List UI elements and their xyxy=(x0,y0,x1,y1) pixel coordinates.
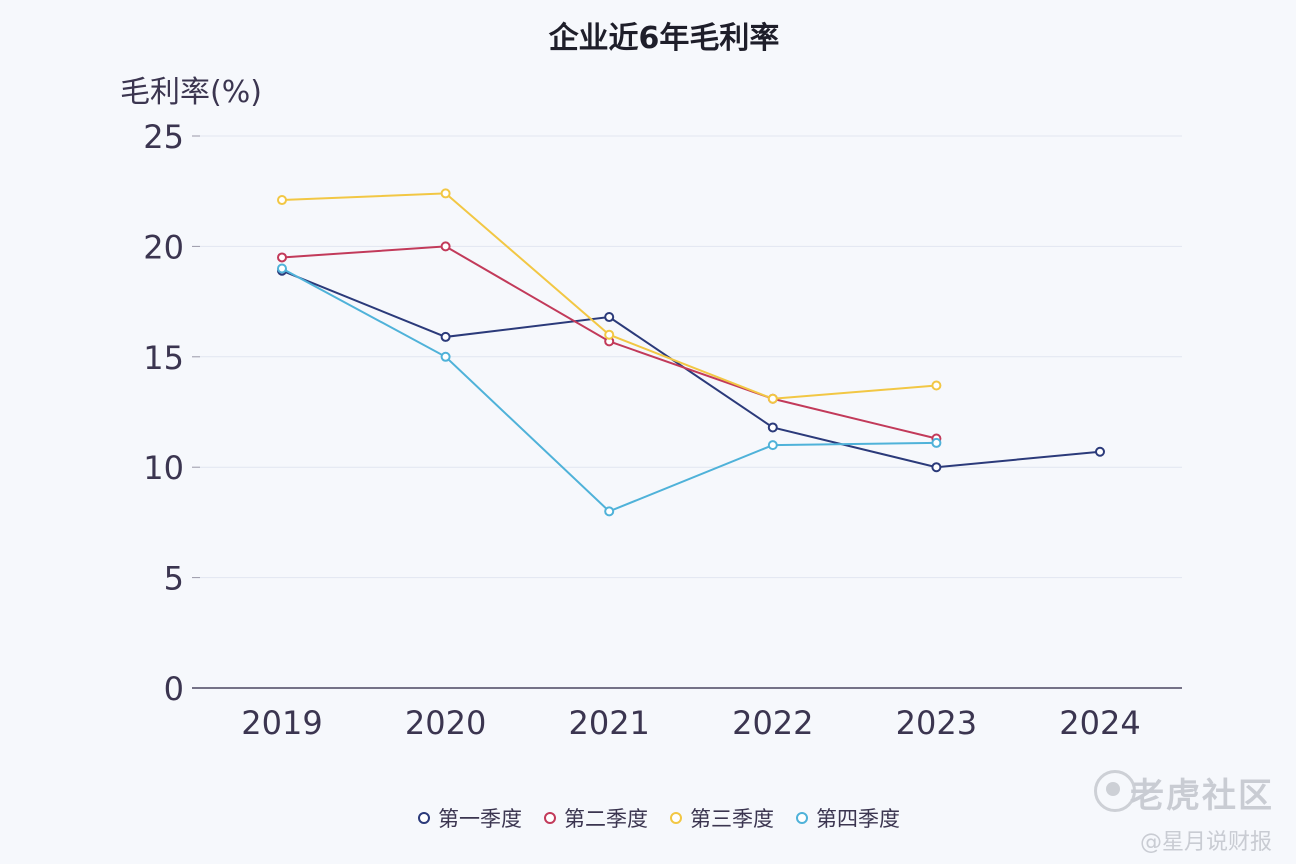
data-point xyxy=(440,331,451,342)
data-point xyxy=(767,440,778,451)
data-point xyxy=(604,329,615,340)
y-axis-ticks: 0 5 10 15 20 25 xyxy=(143,118,200,708)
y-tick-label: 20 xyxy=(143,228,184,266)
data-point xyxy=(604,506,615,517)
legend-marker xyxy=(418,812,430,824)
data-point xyxy=(277,252,287,263)
x-tick-label: 2024 xyxy=(1059,704,1140,742)
x-tick-label: 2023 xyxy=(896,704,977,742)
x-tick-label: 2021 xyxy=(568,704,649,742)
data-point xyxy=(767,422,778,433)
legend-marker xyxy=(796,812,808,824)
series-4 xyxy=(277,263,942,517)
x-tick-label: 2022 xyxy=(732,704,813,742)
watermark-brand: 老虎社区 xyxy=(1130,776,1274,816)
data-point xyxy=(931,437,942,448)
series-line xyxy=(281,192,937,400)
watermark-logo-icon xyxy=(1094,770,1136,812)
x-tick-label: 2019 xyxy=(241,704,322,742)
legend-marker xyxy=(670,812,682,824)
legend-label: 第三季度 xyxy=(690,807,774,831)
legend-item: 第一季度 xyxy=(418,807,522,831)
legend-label: 第一季度 xyxy=(438,807,522,831)
y-tick-label: 0 xyxy=(164,670,184,708)
series-2 xyxy=(277,241,942,444)
legend-item: 第二季度 xyxy=(544,807,648,831)
series-line xyxy=(281,269,1101,469)
y-tick-label: 15 xyxy=(143,339,184,377)
legend-label: 第四季度 xyxy=(816,807,900,831)
data-point xyxy=(440,241,451,252)
legend-label: 第二季度 xyxy=(564,807,648,831)
data-point xyxy=(277,263,287,274)
series-1 xyxy=(277,265,1105,473)
series-3 xyxy=(277,188,942,404)
legend: 第一季度 第二季度 第三季度 第四季度 xyxy=(418,807,900,831)
x-axis-ticks: 2019 2020 2021 2022 2023 2024 xyxy=(241,704,1140,742)
data-point xyxy=(1095,446,1105,457)
legend-item: 第四季度 xyxy=(796,807,900,831)
y-tick-label: 5 xyxy=(164,560,184,598)
y-axis-label: 毛利率(%) xyxy=(120,75,262,110)
legend-marker xyxy=(544,812,556,824)
data-point xyxy=(440,188,451,199)
y-tick-label: 25 xyxy=(143,118,184,156)
watermark-author: @星月说财报 xyxy=(1139,830,1272,855)
data-point xyxy=(440,351,451,362)
data-point xyxy=(604,312,615,323)
data-point xyxy=(277,195,287,206)
series-group xyxy=(277,188,1105,517)
y-tick-label: 10 xyxy=(143,449,184,487)
data-point xyxy=(767,393,778,404)
x-tick-label: 2020 xyxy=(405,704,486,742)
chart-title: 企业近6年毛利率 xyxy=(549,21,780,56)
data-point xyxy=(931,462,942,473)
data-point xyxy=(931,380,942,391)
series-line xyxy=(281,267,937,513)
legend-item: 第三季度 xyxy=(670,807,774,831)
grid-lines xyxy=(200,135,1182,579)
